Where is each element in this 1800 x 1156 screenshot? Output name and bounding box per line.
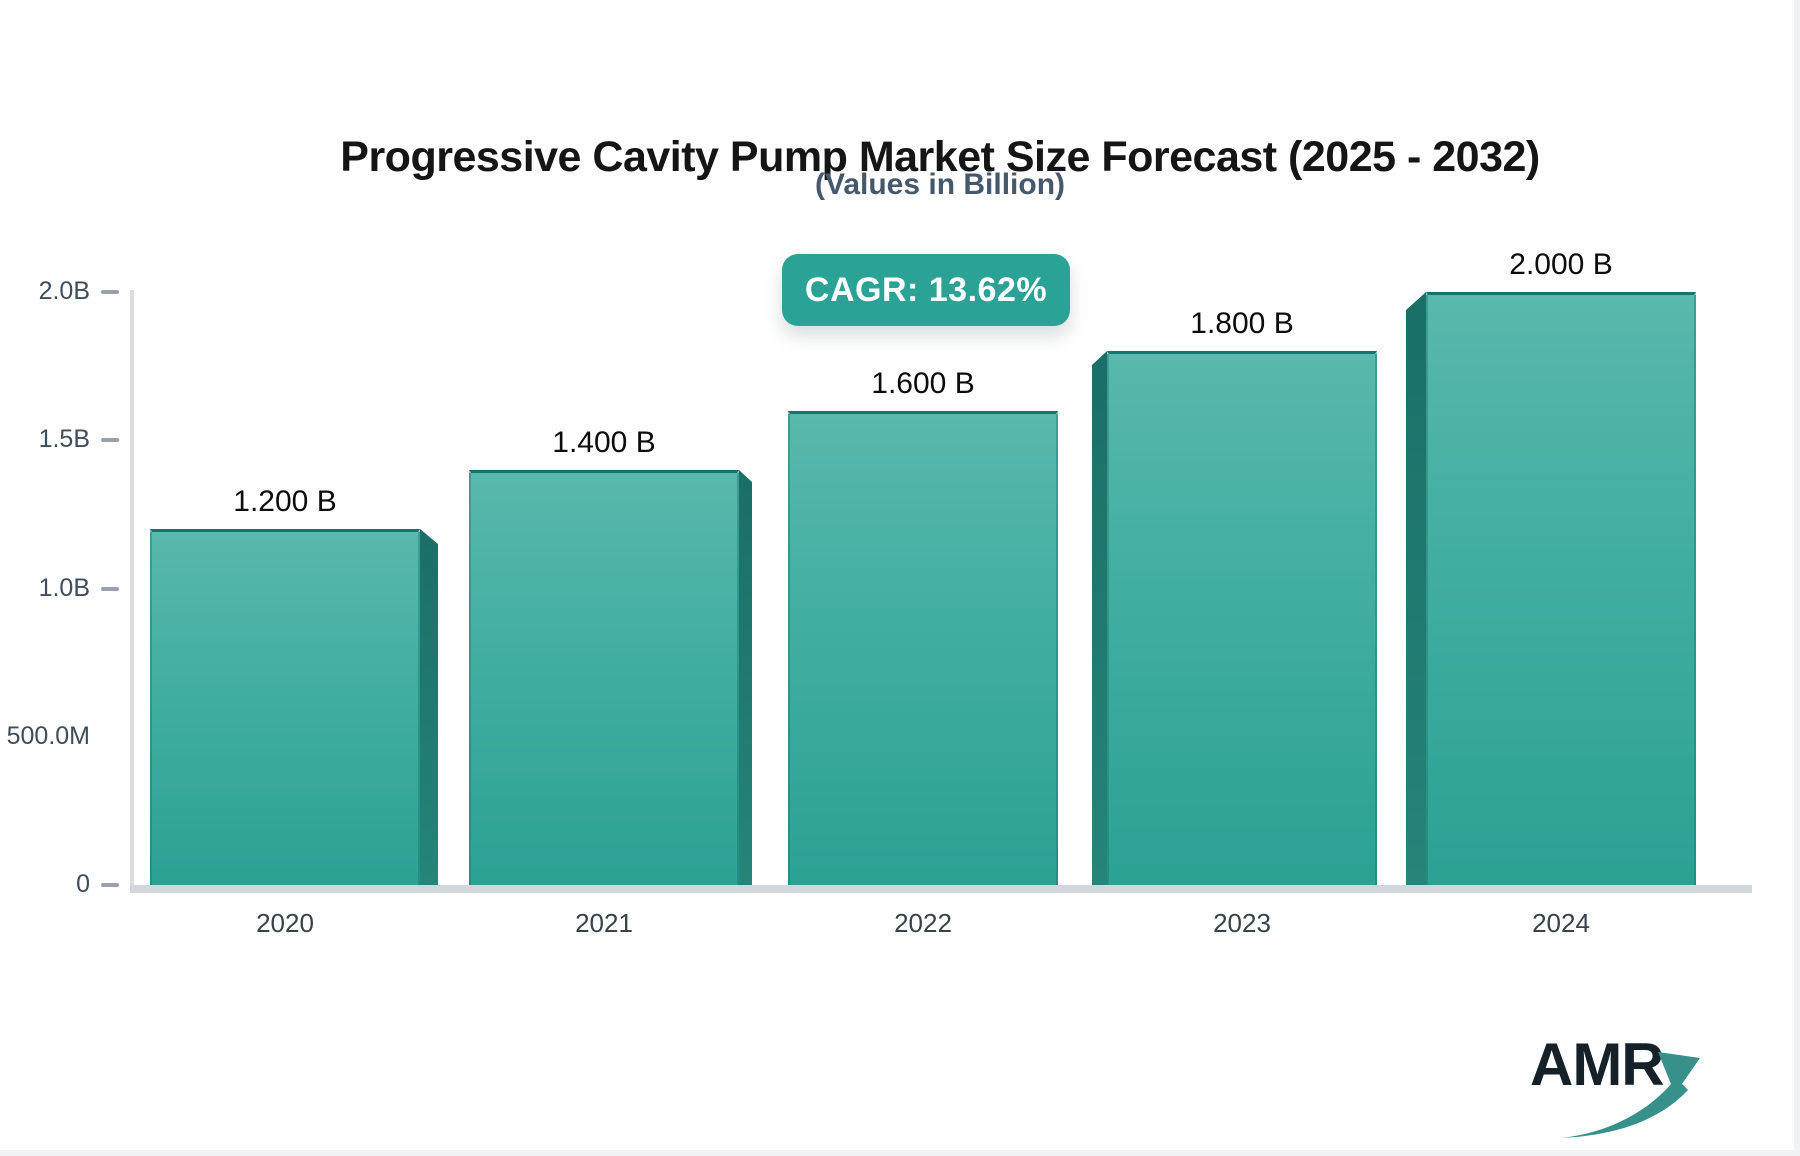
x-tick-label-2021: 2021 (575, 908, 633, 938)
y-tick-label-1.5B: 1.5B (38, 425, 90, 454)
bar-side-2023 (1092, 351, 1107, 885)
bar-value-label-2020: 1.200 B (233, 485, 337, 518)
x-tick-label-2023: 2023 (1213, 908, 1271, 938)
bar-2021 (469, 470, 739, 885)
bar-2022 (788, 411, 1058, 885)
cagr-badge-label: CAGR: 13.62% (804, 270, 1048, 309)
y-tick-dash-1.0B (101, 586, 119, 591)
y-axis-line (130, 290, 134, 893)
y-tick-dash-1.5B (101, 438, 119, 443)
cagr-badge: CAGR: 13.62% (782, 254, 1070, 326)
amr-logo: AMR (1530, 1030, 1730, 1140)
bar-2024 (1426, 292, 1696, 885)
bar-2020 (150, 529, 420, 885)
y-tick-dash-0 (101, 883, 119, 887)
y-tick-label-0: 0 (76, 870, 90, 898)
page-edge-bottom (0, 1150, 1800, 1156)
x-axis-line (130, 885, 1752, 893)
bar-value-label-2024: 2.000 B (1509, 248, 1613, 281)
bar-value-label-2022: 1.600 B (871, 367, 975, 400)
bar-value-label-2021: 1.400 B (552, 426, 656, 459)
y-tick-dash-2.0B (101, 290, 119, 294)
bar-side-2020 (420, 529, 438, 885)
growth-arrow-icon (1560, 1052, 1700, 1138)
amr-logo-text: AMR (1530, 1031, 1665, 1098)
page-edge-right (1794, 0, 1800, 1156)
x-tick-label-2022: 2022 (894, 908, 952, 938)
y-tick-label-1.0B: 1.0B (38, 573, 90, 602)
bar-2023 (1107, 351, 1377, 885)
x-tick-label-2024: 2024 (1532, 908, 1590, 938)
chart-subtitle: (Values in Billion) (814, 168, 1066, 201)
x-tick-label-2020: 2020 (256, 908, 314, 938)
bar-side-2024 (1406, 292, 1426, 885)
y-tick-label-2.0B: 2.0B (38, 277, 90, 305)
y-tick-label-500.0M: 500.0M (6, 721, 90, 750)
bar-side-2021 (739, 470, 752, 885)
chart-title: Progressive Cavity Pump Market Size Fore… (340, 132, 1540, 181)
bar-value-label-2023: 1.800 B (1190, 307, 1294, 340)
